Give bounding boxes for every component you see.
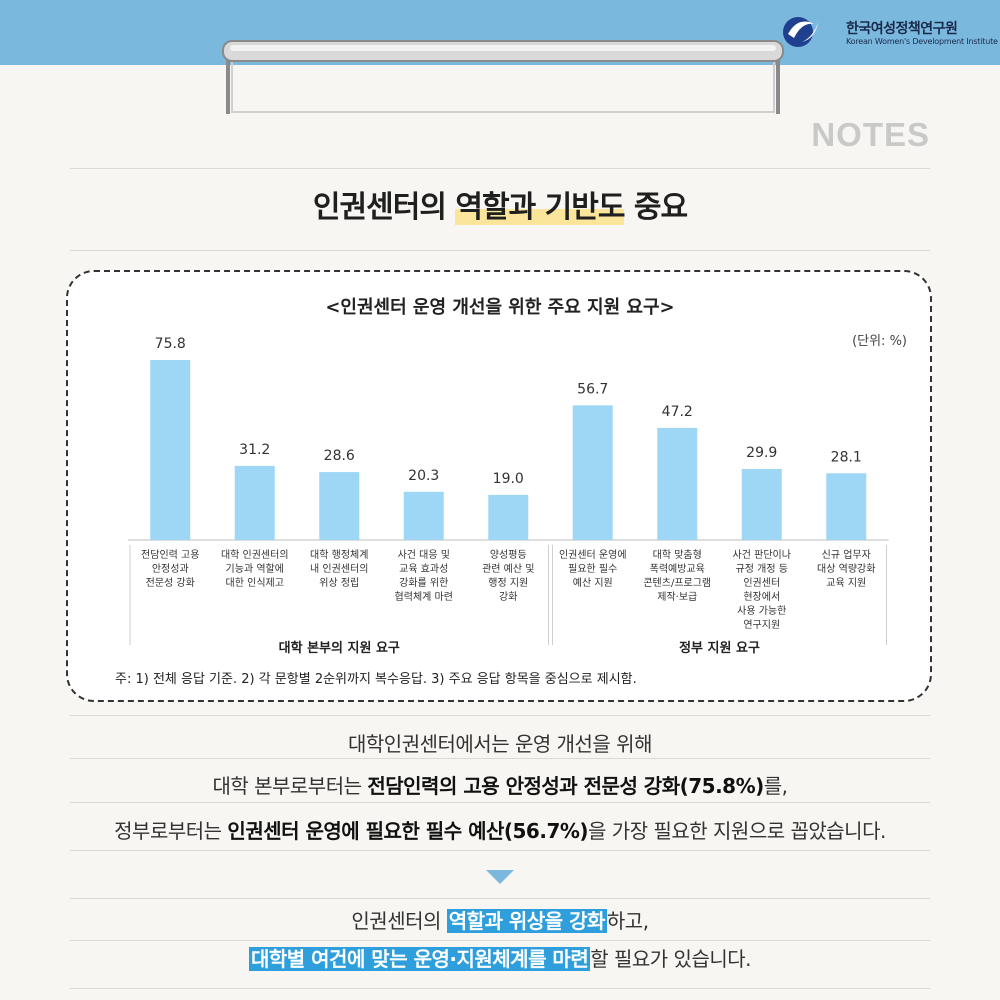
group-label: 정부 지원 요구 bbox=[679, 640, 760, 656]
category-label: 관련 예산 및 bbox=[482, 563, 534, 575]
page-title: 인권센터의 역할과 기반도 중요 bbox=[312, 190, 688, 225]
bar bbox=[741, 468, 782, 540]
bar bbox=[572, 405, 613, 540]
bar-value-label: 31.2 bbox=[239, 442, 270, 458]
chart-title: <인권센터 운영 개선을 위한 주요 지원 요구> bbox=[325, 297, 675, 318]
category-label: 대학 인권센터의 bbox=[221, 549, 289, 561]
notebook-rule bbox=[70, 850, 930, 851]
bar bbox=[150, 359, 191, 540]
category-label: 폭력예방교육 bbox=[650, 563, 705, 575]
conclusion-line-2: 대학별 여건에 맞는 운영·지원체계를 마련 할 필요가 있습니다. bbox=[248, 947, 752, 971]
category-label: 대한 인식제고 bbox=[226, 577, 284, 589]
bar bbox=[403, 491, 444, 540]
category-label: 전문성 강화 bbox=[146, 577, 195, 589]
org-name-en: Korean Women's Development Institute bbox=[846, 37, 998, 46]
category-label: 인권센터 운영에 bbox=[559, 549, 627, 561]
category-label: 제작·보급 bbox=[657, 591, 697, 603]
bar bbox=[826, 473, 867, 540]
category-label: 현장에서 bbox=[743, 591, 780, 603]
category-label: 내 인권센터의 bbox=[310, 563, 368, 575]
category-label: 규정 개정 등 bbox=[736, 563, 788, 575]
category-label: 사용 가능한 bbox=[737, 605, 786, 617]
bar-value-label: 75.8 bbox=[155, 336, 186, 352]
category-label: 연구지원 bbox=[743, 619, 780, 631]
bar-value-label: 19.0 bbox=[493, 471, 524, 487]
category-label: 필요한 필수 bbox=[568, 563, 617, 575]
clipboard-clip-icon bbox=[222, 40, 784, 114]
bar bbox=[234, 465, 275, 540]
kwdi-logo-icon bbox=[783, 17, 818, 47]
down-arrow-icon bbox=[486, 870, 514, 884]
category-label: 강화를 위한 bbox=[399, 576, 448, 589]
conclusion-line-1: 인권센터의 역할과 위상을 강화 하고, bbox=[351, 909, 649, 933]
category-label: 대상 역량강화 bbox=[817, 563, 875, 575]
category-label: 협력체계 마련 bbox=[395, 590, 453, 603]
category-label: 예산 지원 bbox=[573, 577, 613, 589]
bar bbox=[657, 427, 698, 540]
summary-line-2: 대학 본부로부터는 전담인력의 고용 안정성과 전문성 강화(75.8%)를, bbox=[212, 774, 788, 798]
bar-value-label: 28.1 bbox=[831, 449, 862, 465]
category-label: 강화 bbox=[499, 591, 517, 603]
notebook-rule bbox=[70, 758, 930, 759]
bar-value-label: 47.2 bbox=[662, 404, 693, 420]
notebook-rule bbox=[70, 940, 930, 941]
notebook-rule bbox=[70, 988, 930, 989]
title-highlight: 역할과 기반도 bbox=[455, 190, 625, 225]
category-label: 사건 대응 및 bbox=[398, 549, 450, 561]
category-label: 행정 지원 bbox=[488, 577, 528, 589]
conclusion-highlight-2: 대학별 여건에 맞는 운영·지원체계를 마련 bbox=[248, 947, 591, 971]
category-label: 교육 지원 bbox=[826, 577, 866, 589]
chart-footnote: 주: 1) 전체 응답 기준. 2) 각 문항별 2순위까지 복수응답. 3) … bbox=[115, 672, 637, 687]
category-label: 양성평등 bbox=[490, 549, 527, 561]
conclusion-highlight-1: 역할과 위상을 강화 bbox=[446, 909, 607, 933]
bar-value-label: 28.6 bbox=[324, 448, 355, 464]
category-label: 대학 행정체계 bbox=[310, 549, 368, 561]
notebook-rule bbox=[70, 250, 930, 251]
category-label: 위상 정립 bbox=[319, 576, 359, 589]
summary-line-1: 대학인권센터에서는 운영 개선을 위해 bbox=[348, 732, 652, 756]
chart-frame bbox=[66, 270, 932, 702]
notebook-rule bbox=[70, 898, 930, 899]
category-label: 신규 업무자 bbox=[822, 548, 871, 561]
chart-unit: (단위: %) bbox=[852, 334, 907, 349]
bar-value-label: 56.7 bbox=[577, 381, 608, 397]
notebook-rule bbox=[70, 168, 930, 169]
bar-value-label: 20.3 bbox=[408, 468, 439, 484]
summary-line-3: 정부로부터는 인권센터 운영에 필요한 필수 예산(56.7%)을 가장 필요한… bbox=[114, 819, 886, 843]
notes-label: NOTES bbox=[811, 116, 930, 153]
category-label: 안정성과 bbox=[152, 563, 189, 575]
category-label: 기능과 역할에 bbox=[226, 563, 284, 575]
category-label: 사건 판단이나 bbox=[733, 549, 791, 561]
category-label: 콘텐츠/프로그램 bbox=[643, 577, 711, 589]
org-logo: 한국여성정책연구원 Korean Women's Development Ins… bbox=[780, 12, 998, 52]
category-label: 대학 맞춤형 bbox=[653, 549, 702, 561]
org-name-ko: 한국여성정책연구원 bbox=[846, 21, 958, 37]
notebook-rule bbox=[70, 715, 930, 716]
bar bbox=[319, 472, 360, 540]
category-label: 인권센터 bbox=[743, 577, 780, 589]
group-label: 대학 본부의 지원 요구 bbox=[279, 640, 400, 656]
category-label: 전담인력 고용 bbox=[141, 549, 199, 561]
category-label: 교육 효과성 bbox=[399, 563, 448, 575]
notebook-rule bbox=[70, 802, 930, 803]
bar bbox=[488, 494, 529, 540]
bar-value-label: 29.9 bbox=[746, 445, 777, 461]
